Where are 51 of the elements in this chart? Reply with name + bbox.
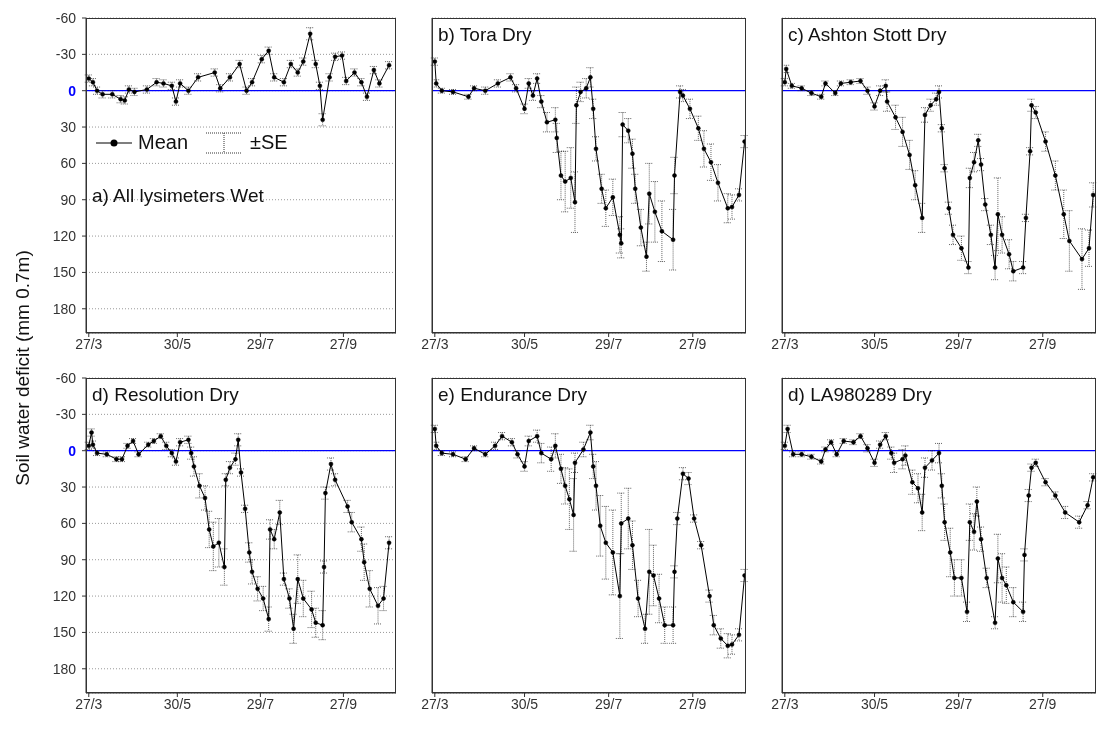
y-tick-label: 30 [60, 479, 77, 496]
x-tick-label: 27/9 [1029, 335, 1057, 352]
y-tick-label: 90 [60, 551, 77, 568]
y-tick-label: 30 [60, 119, 77, 136]
chart-title: b) Tora Dry [438, 24, 532, 46]
x-tick-label: 27/3 [771, 335, 799, 352]
x-tick-label: 27/3 [771, 695, 799, 712]
x-tick-label: 27/9 [329, 335, 358, 352]
y-tick-label: 0 [68, 442, 77, 459]
x-tick-label: 27/3 [75, 335, 103, 352]
y-tick-label: 60 [60, 515, 77, 532]
x-tick-label: 27/3 [75, 695, 103, 712]
chart-title: e) Endurance Dry [438, 384, 587, 406]
text: a) All lysimeters Wet [92, 184, 264, 207]
x-tick-label: 30/5 [860, 335, 889, 352]
x-tick-label: 30/5 [510, 335, 539, 352]
x-tick-label: 30/5 [510, 695, 539, 712]
y-tick-label: 0 [68, 82, 77, 99]
legend-label: Mean [138, 131, 189, 155]
x-tick-label: 29/7 [595, 695, 623, 712]
y-axis-title: Soil water deficit (mm 0.7m) [12, 250, 34, 486]
x-tick-label: 27/9 [679, 335, 707, 352]
chart-title: c) Ashton Stott Dry [788, 24, 947, 46]
x-tick-label: 29/7 [246, 335, 275, 352]
y-tick-label: -30 [55, 46, 77, 63]
y-tick-label: 60 [60, 155, 77, 172]
x-tick-label: 27/3 [421, 695, 449, 712]
x-tick-label: 30/5 [860, 695, 889, 712]
y-tick-label: 120 [52, 588, 77, 605]
x-tick-label: 30/5 [163, 335, 192, 352]
x-tick-label: 30/5 [163, 695, 192, 712]
y-tick-label: 150 [52, 624, 77, 641]
x-tick-label: 27/9 [1029, 695, 1057, 712]
chart-title: d) Resolution Dry [92, 384, 239, 406]
y-tick-label: -60 [55, 370, 77, 386]
y-tick-label: -30 [55, 406, 77, 423]
x-tick-label: 27/9 [679, 695, 707, 712]
y-tick-label: -60 [55, 10, 77, 26]
y-tick-label: 180 [52, 300, 77, 317]
y-tick-label: 120 [52, 228, 77, 245]
y-tick-label: 180 [52, 660, 77, 677]
y-tick-label: 90 [60, 191, 77, 208]
chart-title: d) LA980289 Dry [788, 384, 932, 406]
x-tick-label: 29/7 [246, 695, 275, 712]
x-tick-label: 27/9 [329, 695, 358, 712]
x-tick-label: 27/3 [421, 335, 449, 352]
x-tick-label: 29/7 [945, 695, 973, 712]
annotation: ±SE [250, 131, 288, 155]
x-tick-label: 29/7 [945, 335, 973, 352]
y-tick-label: 150 [52, 264, 77, 281]
x-tick-label: 29/7 [595, 335, 623, 352]
